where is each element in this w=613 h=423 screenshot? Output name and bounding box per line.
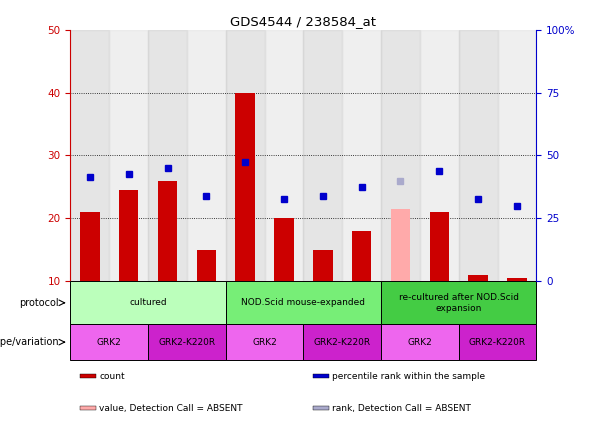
Bar	[119, 190, 139, 281]
Bar	[70, 281, 226, 324]
Text: GRK2-K220R: GRK2-K220R	[314, 338, 371, 346]
Text: GRK2: GRK2	[97, 338, 122, 346]
Bar	[459, 324, 536, 360]
Bar	[342, 30, 381, 281]
Bar	[158, 181, 177, 281]
Bar	[381, 281, 536, 324]
Text: genotype/variation: genotype/variation	[0, 337, 59, 347]
Bar	[430, 212, 449, 281]
Bar	[459, 30, 498, 281]
Text: cultured: cultured	[129, 298, 167, 307]
Bar	[265, 30, 303, 281]
Text: count: count	[99, 372, 125, 381]
Bar	[80, 406, 96, 410]
Bar	[507, 278, 527, 281]
Text: value, Detection Call = ABSENT: value, Detection Call = ABSENT	[99, 404, 243, 413]
Bar	[109, 30, 148, 281]
Bar	[70, 30, 109, 281]
Bar	[70, 324, 148, 360]
Text: protocol: protocol	[19, 298, 59, 308]
Text: percentile rank within the sample: percentile rank within the sample	[332, 372, 485, 381]
Bar	[381, 324, 459, 360]
Text: GRK2-K220R: GRK2-K220R	[469, 338, 526, 346]
Bar	[468, 275, 488, 281]
Bar	[80, 212, 99, 281]
Text: re-cultured after NOD.Scid
expansion: re-cultured after NOD.Scid expansion	[398, 293, 519, 313]
Text: rank, Detection Call = ABSENT: rank, Detection Call = ABSENT	[332, 404, 471, 413]
Bar	[80, 374, 96, 379]
Bar	[498, 30, 536, 281]
Bar	[235, 93, 255, 281]
Bar	[352, 231, 371, 281]
Bar	[226, 30, 265, 281]
Bar	[313, 406, 329, 410]
Title: GDS4544 / 238584_at: GDS4544 / 238584_at	[230, 16, 376, 28]
Bar	[381, 30, 420, 281]
Bar	[391, 209, 410, 281]
Bar	[313, 250, 333, 281]
Bar	[187, 30, 226, 281]
Bar	[303, 324, 381, 360]
Bar	[197, 250, 216, 281]
Bar	[226, 281, 381, 324]
Bar	[148, 324, 226, 360]
Bar	[226, 324, 303, 360]
Bar	[420, 30, 459, 281]
Bar	[303, 30, 342, 281]
Text: GRK2-K220R: GRK2-K220R	[158, 338, 216, 346]
Text: GRK2: GRK2	[408, 338, 432, 346]
Text: NOD.Scid mouse-expanded: NOD.Scid mouse-expanded	[242, 298, 365, 307]
Text: GRK2: GRK2	[252, 338, 277, 346]
Bar	[275, 218, 294, 281]
Bar	[148, 30, 187, 281]
Bar	[313, 374, 329, 379]
